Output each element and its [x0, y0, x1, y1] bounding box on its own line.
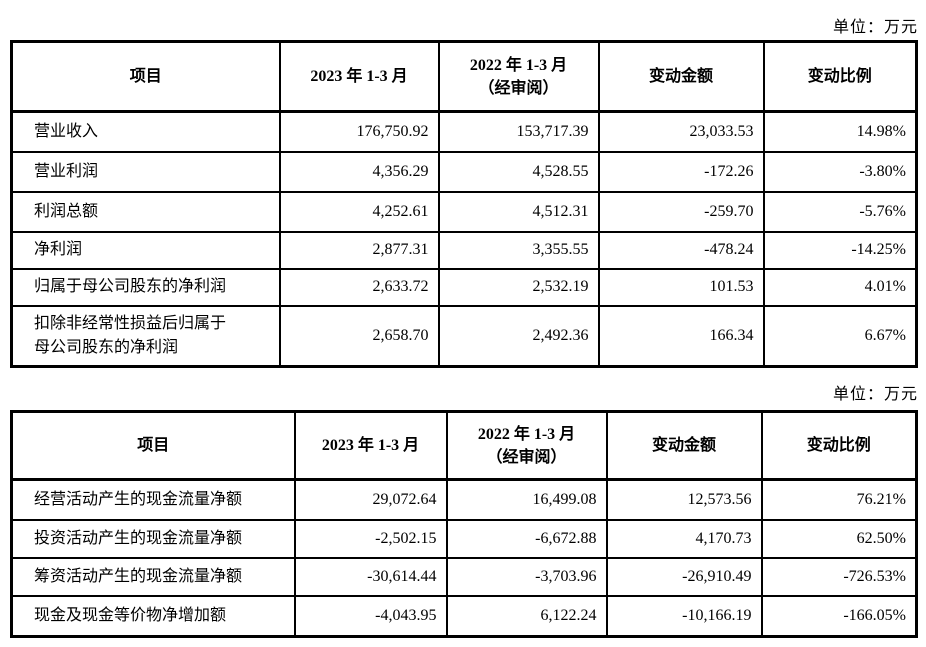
value-pct: -5.76% [762, 190, 918, 233]
value-2022: 16,499.08 [445, 478, 608, 521]
table-row: 投资活动产生的现金流量净额 -2,502.15 -6,672.88 4,170.… [10, 518, 918, 559]
table1-header-row: 项目 2023 年 1-3 月 2022 年 1-3 月 （经审阅） 变动金额 … [10, 40, 918, 113]
value-change: 101.53 [597, 267, 765, 307]
value-2022: 2,532.19 [437, 267, 600, 307]
value-2022: 2,492.36 [437, 304, 600, 368]
table-row: 营业收入 176,750.92 153,717.39 23,033.53 14.… [10, 110, 918, 153]
table2-header-2023: 2023 年 1-3 月 [293, 410, 448, 481]
table1-header-change-ratio: 变动比例 [762, 40, 918, 113]
value-2023: 176,750.92 [278, 110, 440, 153]
table1-header-2023: 2023 年 1-3 月 [278, 40, 440, 113]
table-row: 扣除非经常性损益后归属于 母公司股东的净利润 2,658.70 2,492.36… [10, 304, 918, 368]
table2-header-row: 项目 2023 年 1-3 月 2022 年 1-3 月 （经审阅） 变动金额 … [10, 410, 918, 481]
value-2022: 153,717.39 [437, 110, 600, 153]
value-pct: -166.05% [760, 594, 918, 638]
value-pct: 4.01% [762, 267, 918, 307]
value-change: -259.70 [597, 190, 765, 233]
table2-header-2022: 2022 年 1-3 月 （经审阅） [445, 410, 608, 481]
value-2022: 4,528.55 [437, 150, 600, 193]
row-label: 经营活动产生的现金流量净额 [10, 478, 296, 521]
value-2022: 3,355.55 [437, 230, 600, 270]
cash-flow-table: 项目 2023 年 1-3 月 2022 年 1-3 月 （经审阅） 变动金额 … [10, 410, 918, 638]
value-pct: 76.21% [760, 478, 918, 521]
value-change: 23,033.53 [597, 110, 765, 153]
row-label: 利润总额 [10, 190, 281, 233]
table-row: 净利润 2,877.31 3,355.55 -478.24 -14.25% [10, 230, 918, 270]
table-row: 营业利润 4,356.29 4,528.55 -172.26 -3.80% [10, 150, 918, 193]
table2-header-2022-line2: （经审阅） [486, 448, 567, 466]
value-2023: -30,614.44 [293, 556, 448, 597]
value-2023: 4,356.29 [278, 150, 440, 193]
value-change: 4,170.73 [605, 518, 763, 559]
value-pct: -14.25% [762, 230, 918, 270]
table-row: 经营活动产生的现金流量净额 29,072.64 16,499.08 12,573… [10, 478, 918, 521]
table-row: 筹资活动产生的现金流量净额 -30,614.44 -3,703.96 -26,9… [10, 556, 918, 597]
table2-header-change-ratio: 变动比例 [760, 410, 918, 481]
row-label: 净利润 [10, 230, 281, 270]
table1-header-2022-line1: 2022 年 1-3 月 [469, 56, 568, 74]
table2-header-item: 项目 [10, 410, 296, 481]
value-pct: -3.80% [762, 150, 918, 193]
row-label: 营业收入 [10, 110, 281, 153]
table1-header-item: 项目 [10, 40, 281, 113]
value-pct: -726.53% [760, 556, 918, 597]
unit-label-table1: 单位：万元 [832, 19, 918, 36]
value-change: -26,910.49 [605, 556, 763, 597]
value-2023: 2,633.72 [278, 267, 440, 307]
row-label: 现金及现金等价物净增加额 [10, 594, 296, 638]
value-pct: 62.50% [760, 518, 918, 559]
row-label: 扣除非经常性损益后归属于 母公司股东的净利润 [10, 304, 281, 368]
profit-summary-table: 项目 2023 年 1-3 月 2022 年 1-3 月 （经审阅） 变动金额 … [10, 40, 918, 368]
row-label: 营业利润 [10, 150, 281, 193]
value-2023: -2,502.15 [293, 518, 448, 559]
value-2023: -4,043.95 [293, 594, 448, 638]
value-2022: -6,672.88 [445, 518, 608, 559]
value-pct: 14.98% [762, 110, 918, 153]
row-label: 归属于母公司股东的净利润 [10, 267, 281, 307]
row-label: 筹资活动产生的现金流量净额 [10, 556, 296, 597]
table-row: 归属于母公司股东的净利润 2,633.72 2,532.19 101.53 4.… [10, 267, 918, 307]
table1-header-change-amount: 变动金额 [597, 40, 765, 113]
value-2022: 6,122.24 [445, 594, 608, 638]
value-change: 166.34 [597, 304, 765, 368]
value-2022: -3,703.96 [445, 556, 608, 597]
table1-header-2022-line2: （经审阅） [478, 79, 559, 97]
table2-header-2022-line1: 2022 年 1-3 月 [477, 425, 576, 443]
value-change: 12,573.56 [605, 478, 763, 521]
table2-header-change-amount: 变动金额 [605, 410, 763, 481]
row-label: 投资活动产生的现金流量净额 [10, 518, 296, 559]
table1-header-2022: 2022 年 1-3 月 （经审阅） [437, 40, 600, 113]
value-change: -172.26 [597, 150, 765, 193]
table-row: 现金及现金等价物净增加额 -4,043.95 6,122.24 -10,166.… [10, 594, 918, 638]
value-2023: 4,252.61 [278, 190, 440, 233]
value-2023: 29,072.64 [293, 478, 448, 521]
value-2022: 4,512.31 [437, 190, 600, 233]
value-pct: 6.67% [762, 304, 918, 368]
unit-label-table2: 单位：万元 [832, 386, 918, 403]
table-row: 利润总额 4,252.61 4,512.31 -259.70 -5.76% [10, 190, 918, 233]
value-2023: 2,658.70 [278, 304, 440, 368]
value-2023: 2,877.31 [278, 230, 440, 270]
value-change: -10,166.19 [605, 594, 763, 638]
value-change: -478.24 [597, 230, 765, 270]
